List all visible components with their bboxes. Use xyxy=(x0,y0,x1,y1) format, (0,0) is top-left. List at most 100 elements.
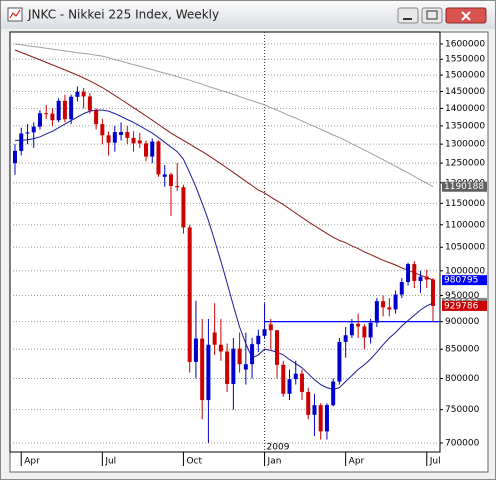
candle-body xyxy=(187,227,192,362)
candle-body xyxy=(356,323,361,327)
candle-body xyxy=(343,335,348,342)
price-label-box xyxy=(442,275,487,286)
candle-body xyxy=(318,405,323,432)
candle-body xyxy=(262,329,267,336)
x-tick-label: Jan xyxy=(267,457,282,467)
window-icon xyxy=(7,7,23,22)
candle-body xyxy=(349,323,354,336)
y-tick-label: 1050000 xyxy=(445,243,485,253)
window-title: JNKC - Nikkei 225 Index, Weekly xyxy=(27,8,219,22)
y-tick-label: 800000 xyxy=(445,374,480,384)
price-label: 1190188 xyxy=(444,182,484,192)
y-tick-label: 1500000 xyxy=(445,71,485,81)
candle-body xyxy=(125,132,130,138)
candle-body xyxy=(306,391,311,415)
candle-body xyxy=(406,264,411,283)
candle-body xyxy=(181,187,186,228)
candle-body xyxy=(281,364,286,394)
candle-body xyxy=(81,91,86,97)
candle-body xyxy=(212,332,217,345)
candle-body xyxy=(225,351,230,384)
candle-body xyxy=(418,276,423,282)
candle-body xyxy=(412,264,417,282)
minimize-button[interactable] xyxy=(397,7,419,24)
candle-body xyxy=(44,113,49,115)
moving-average-line xyxy=(14,49,434,281)
y-tick-label: 1350000 xyxy=(445,121,485,131)
candle-body xyxy=(275,330,280,365)
candle-body xyxy=(75,91,80,97)
y-tick-label: 1550000 xyxy=(445,55,485,65)
y-tick-label: 700000 xyxy=(445,438,480,448)
y-tick-label: 1250000 xyxy=(445,159,485,169)
candle-body xyxy=(156,141,161,175)
candle-body xyxy=(144,143,149,157)
candle-body xyxy=(324,405,329,432)
y-tick-label: 1150000 xyxy=(445,199,485,209)
close-button[interactable] xyxy=(445,7,487,24)
candle-body xyxy=(299,373,304,392)
candle-body xyxy=(287,379,292,394)
candle-body xyxy=(431,279,435,306)
year-label: 2009 xyxy=(267,443,290,453)
y-tick-label: 1300000 xyxy=(445,140,485,150)
restore-button[interactable] xyxy=(421,7,443,24)
candle-body xyxy=(200,338,205,401)
y-tick-label: 1400000 xyxy=(445,104,485,114)
price-label: 980795 xyxy=(444,276,478,286)
candle-body xyxy=(399,282,404,295)
price-label: 929786 xyxy=(444,301,479,311)
candle-body xyxy=(368,322,373,338)
candle-body xyxy=(106,135,111,143)
candle-body xyxy=(69,96,74,120)
candle-body xyxy=(62,100,67,120)
y-tick-label: 1100000 xyxy=(445,220,485,230)
candle-body xyxy=(337,341,342,382)
candle-body xyxy=(162,174,167,177)
candle-body xyxy=(374,301,379,323)
moving-average-line xyxy=(14,43,434,188)
candle-body xyxy=(256,335,261,345)
candle-body xyxy=(112,132,117,143)
candle-body xyxy=(331,381,336,406)
candle-body xyxy=(237,348,242,365)
candle-body xyxy=(312,405,317,415)
candle-body xyxy=(193,338,198,362)
y-tick-label: 950000 xyxy=(445,291,480,301)
candle-body xyxy=(150,141,155,157)
candle-body xyxy=(50,113,55,121)
x-tick-label: Oct xyxy=(186,457,202,467)
candle-body xyxy=(393,294,398,310)
y-tick-label: 1000000 xyxy=(445,266,485,276)
candle-body xyxy=(13,150,17,164)
candle-body xyxy=(37,113,42,127)
x-tick-label: Apr xyxy=(349,457,365,467)
candle-body xyxy=(250,344,255,365)
y-tick-label: 1450000 xyxy=(445,87,485,97)
candle-body xyxy=(31,126,36,133)
y-tick-label: 750000 xyxy=(445,405,480,415)
candle-body xyxy=(137,140,142,144)
candle-body xyxy=(362,326,367,338)
price-label-box xyxy=(442,300,487,311)
candle-body xyxy=(387,307,392,310)
y-tick-label: 850000 xyxy=(445,345,480,355)
candle-body xyxy=(87,96,92,111)
x-tick-label: Jul xyxy=(429,457,441,467)
candle-body xyxy=(175,186,180,188)
candle-body xyxy=(424,276,429,280)
candle-body xyxy=(56,100,61,121)
y-tick-label: 900000 xyxy=(445,317,480,327)
plot-area xyxy=(9,31,441,453)
moving-average-line xyxy=(15,109,434,391)
y-tick-label: 1600000 xyxy=(445,39,485,49)
candle-body xyxy=(206,344,211,401)
candle-body xyxy=(119,132,124,135)
x-tick-label: Jul xyxy=(104,457,116,467)
candle-body xyxy=(381,301,386,308)
candle-body xyxy=(231,348,236,384)
candle-body xyxy=(218,344,223,352)
candle-body xyxy=(19,133,24,151)
